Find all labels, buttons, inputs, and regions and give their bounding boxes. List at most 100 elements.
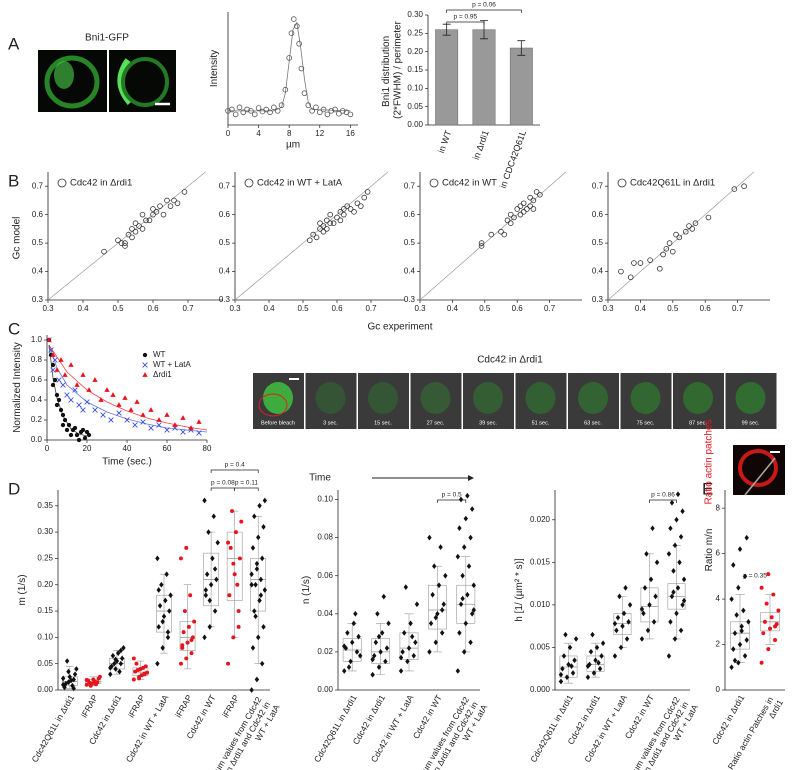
error-bar <box>517 40 526 56</box>
x-tick-label: 0.6 <box>331 304 343 313</box>
point <box>131 656 136 661</box>
p-value: p = 0.11 <box>235 480 259 487</box>
x-tick-label: 0.5 <box>112 304 124 313</box>
point <box>642 585 648 591</box>
point <box>232 572 237 577</box>
point <box>60 422 66 428</box>
point <box>118 660 124 667</box>
point <box>139 211 146 218</box>
point <box>507 220 514 227</box>
micrograph <box>38 50 176 112</box>
point <box>741 607 746 614</box>
cell <box>420 382 451 414</box>
point <box>666 653 672 659</box>
y-tick-label: 0.08 <box>317 533 333 542</box>
point <box>204 571 210 578</box>
point <box>561 653 567 659</box>
point <box>386 620 391 627</box>
point <box>132 220 139 227</box>
point <box>68 432 74 438</box>
x-tick-label: 0.7 <box>365 304 377 313</box>
significance-bracket <box>437 499 467 503</box>
point <box>398 668 404 674</box>
x-tick-label: 0.3 <box>414 304 426 313</box>
x-tick-label: iFRAP <box>173 693 194 720</box>
point <box>466 563 472 570</box>
point <box>286 55 292 61</box>
significance-bracket <box>446 9 522 13</box>
point <box>98 397 104 402</box>
x-tick-label: 0.5 <box>479 304 491 313</box>
point <box>252 608 257 614</box>
point <box>631 260 637 266</box>
time-label: Time <box>309 473 331 484</box>
point <box>681 576 687 583</box>
frap-frame: 75 sec. <box>620 373 672 429</box>
point <box>620 623 625 630</box>
point <box>248 108 254 114</box>
point <box>348 658 353 665</box>
y-tick-label: 0.05 <box>407 102 423 111</box>
point <box>188 593 193 598</box>
point <box>189 651 194 656</box>
point <box>591 670 597 676</box>
y-tick-label: 0.010 <box>530 600 551 609</box>
point <box>76 402 82 408</box>
point <box>256 634 261 641</box>
frame-image <box>358 373 409 429</box>
point <box>97 674 102 679</box>
point <box>674 516 679 523</box>
point <box>430 591 435 598</box>
x-axis-label: Gc experiment <box>367 322 432 333</box>
fit-line <box>48 344 208 431</box>
point <box>156 417 162 422</box>
frap-frame: 39 sec. <box>463 373 514 429</box>
point <box>288 30 295 36</box>
point <box>180 415 186 420</box>
point <box>623 585 628 591</box>
point <box>167 608 172 614</box>
point <box>340 211 347 218</box>
point <box>520 209 527 215</box>
point <box>50 382 56 388</box>
point <box>428 620 434 627</box>
y-tick-label: 0.6 <box>32 210 44 219</box>
y-tick-label: 0.005 <box>530 643 551 652</box>
point <box>573 636 579 642</box>
point <box>305 102 312 109</box>
y-tick-label: 0.10 <box>407 83 423 92</box>
p-value: p = 0.4 <box>225 462 245 469</box>
point <box>766 647 771 652</box>
point <box>455 553 461 560</box>
point <box>657 265 663 272</box>
point <box>165 629 171 635</box>
point <box>254 560 260 567</box>
box <box>371 638 390 664</box>
point <box>164 412 170 417</box>
point <box>316 109 323 116</box>
point <box>278 102 285 109</box>
chart: 0.00 0.02 0.04 0.06 0.08 0.10 n (1/s) Cdc42Q61L… <box>301 490 490 770</box>
point <box>140 412 146 417</box>
point <box>150 211 156 218</box>
point <box>530 206 537 212</box>
point <box>84 678 89 682</box>
point <box>206 529 211 535</box>
bar <box>435 29 459 126</box>
point <box>766 572 771 577</box>
p-value: p = 0.5 <box>442 492 462 499</box>
point <box>231 561 236 566</box>
cell <box>735 382 766 414</box>
point <box>92 377 98 382</box>
point <box>666 240 673 246</box>
point <box>156 422 162 428</box>
point <box>80 407 86 413</box>
box <box>156 594 172 633</box>
x-axis-label: µm <box>286 140 300 151</box>
y-tick-label: 0.6 <box>31 375 43 384</box>
y-tick-label: 0.04 <box>317 609 333 618</box>
point <box>381 593 386 600</box>
point <box>517 203 524 209</box>
point <box>317 220 323 227</box>
